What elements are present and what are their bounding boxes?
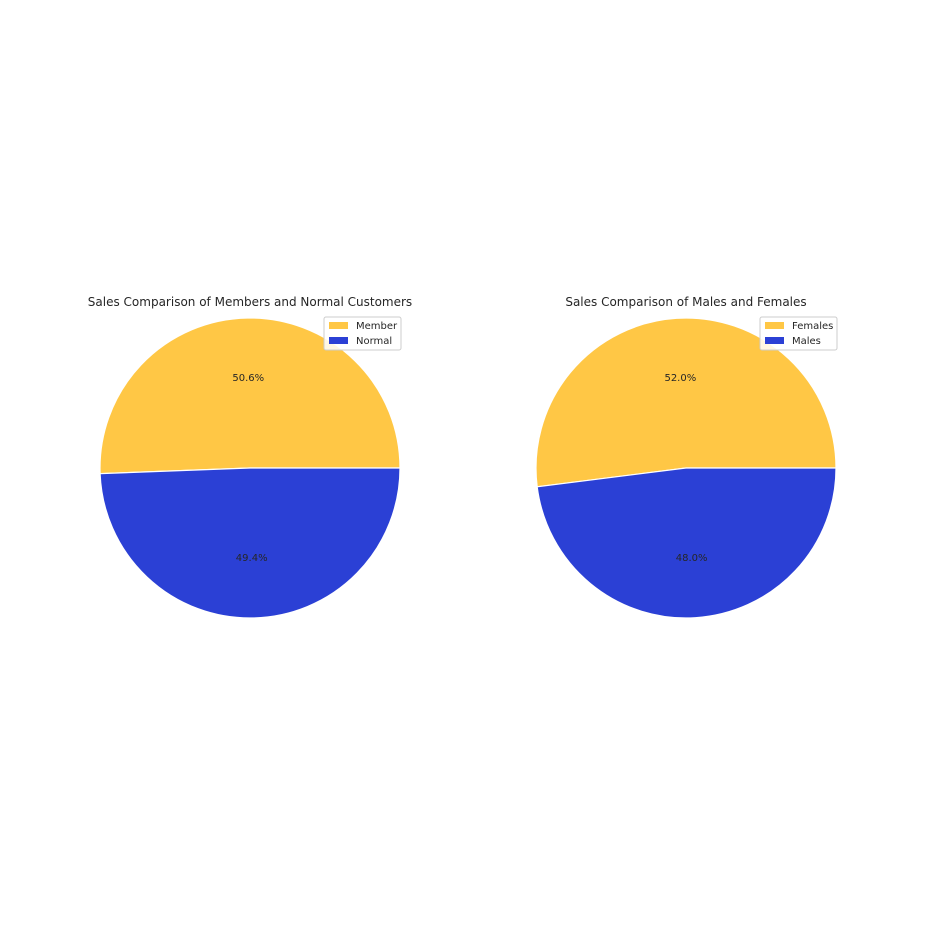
pie-value-label-males: 48.0% [676, 553, 708, 564]
pie-slice-member [99, 317, 401, 475]
legend-label-member: Member [356, 321, 398, 332]
legend-swatch-males [765, 337, 784, 344]
legend-label-males: Males [792, 336, 821, 347]
pie-chart-members: Sales Comparison of Members and Normal C… [88, 295, 412, 619]
pie-value-labels: 50.6% 49.4% [232, 373, 267, 564]
legend-swatch-normal [329, 337, 348, 344]
pie-slice-normal [99, 467, 401, 619]
pie-wedges [535, 317, 837, 619]
chart-title: Sales Comparison of Members and Normal C… [88, 295, 412, 309]
legend: Member Normal [323, 316, 402, 351]
pie-value-label-females: 52.0% [664, 373, 696, 384]
legend: Females Males [759, 316, 838, 351]
legend-label-females: Females [792, 321, 833, 332]
legend-swatch-females [765, 322, 784, 329]
pie-value-label-normal: 49.4% [236, 553, 268, 564]
chart-title: Sales Comparison of Males and Females [565, 295, 806, 309]
pie-wedges [99, 317, 401, 619]
legend-swatch-member [329, 322, 348, 329]
pie-value-labels: 52.0% 48.0% [664, 373, 707, 564]
pie-slice-females [535, 317, 837, 488]
legend-label-normal: Normal [356, 336, 392, 347]
pie-chart-gender: Sales Comparison of Males and Females 52… [535, 295, 838, 619]
pie-slice-males [536, 467, 837, 619]
pie-value-label-member: 50.6% [232, 373, 264, 384]
